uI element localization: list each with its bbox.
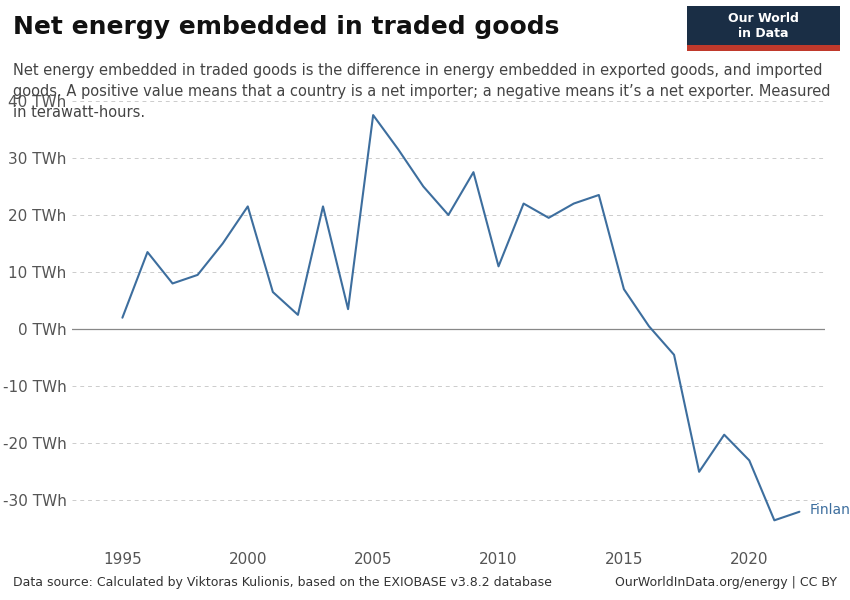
Text: Finland: Finland [809,503,850,517]
Text: Data source: Calculated by Viktoras Kulionis, based on the EXIOBASE v3.8.2 datab: Data source: Calculated by Viktoras Kuli… [13,576,552,589]
Text: Net energy embedded in traded goods is the difference in energy embedded in expo: Net energy embedded in traded goods is t… [13,63,830,120]
Text: in Data: in Data [738,28,789,40]
Text: Net energy embedded in traded goods: Net energy embedded in traded goods [13,15,559,39]
Text: OurWorldInData.org/energy | CC BY: OurWorldInData.org/energy | CC BY [615,576,837,589]
Text: Our World: Our World [728,12,799,25]
